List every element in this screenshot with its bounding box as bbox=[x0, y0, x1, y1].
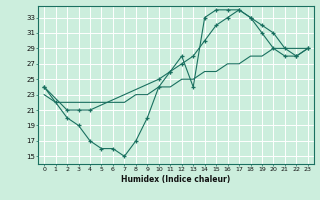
X-axis label: Humidex (Indice chaleur): Humidex (Indice chaleur) bbox=[121, 175, 231, 184]
